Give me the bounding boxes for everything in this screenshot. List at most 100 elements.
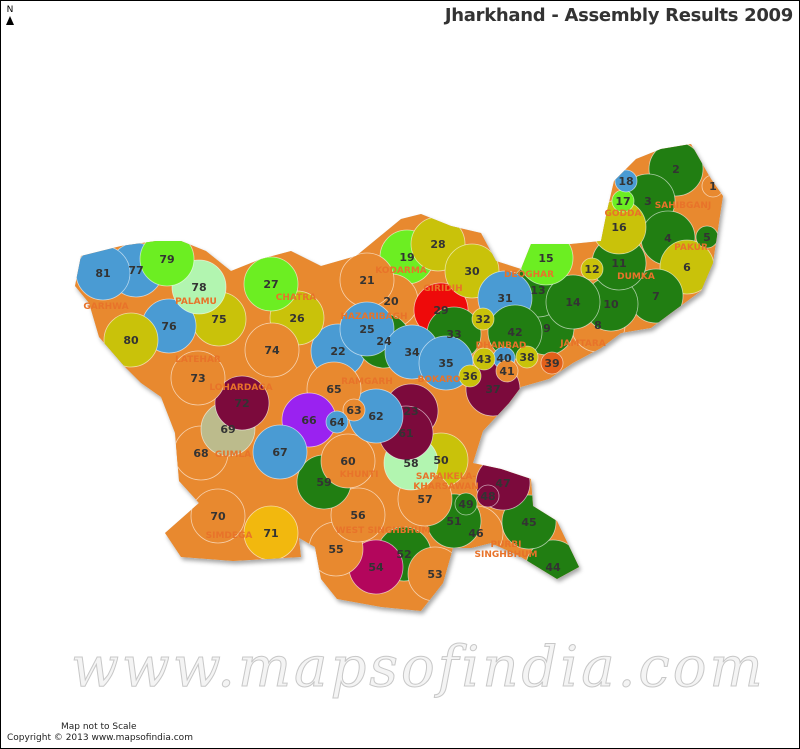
- district-label: SARAIKELA-KHARSAWAN: [413, 472, 478, 492]
- constituency-67[interactable]: [252, 424, 308, 480]
- district-label: CHATRA: [276, 293, 316, 303]
- constituency-number: 38: [519, 351, 534, 364]
- constituency-number: 59: [316, 476, 331, 489]
- constituency-number: 61: [398, 427, 413, 440]
- constituency-number: 6: [683, 261, 691, 274]
- constituency-number: 9: [543, 322, 551, 335]
- constituency-number: 23: [403, 405, 418, 418]
- constituency-74[interactable]: [244, 322, 300, 378]
- constituency-49[interactable]: [454, 492, 478, 516]
- constituency-number: 48: [480, 490, 495, 503]
- constituency-25[interactable]: [339, 301, 395, 357]
- constituency-80[interactable]: [103, 312, 159, 368]
- constituency-number: 60: [340, 455, 356, 468]
- district-label: KODARMA: [375, 266, 427, 276]
- constituency-70[interactable]: [190, 488, 246, 544]
- district-label: PURBI SINGHBHUM: [475, 540, 538, 560]
- north-indicator: N: [6, 6, 14, 25]
- district-label: LOHARDAGA: [209, 383, 272, 393]
- constituency-73[interactable]: [170, 350, 226, 406]
- district-label: DUMKA: [617, 272, 655, 282]
- constituency-number: 43: [476, 353, 491, 366]
- constituency-number: 25: [359, 323, 374, 336]
- constituency-number: 35: [438, 357, 453, 370]
- north-arrow-icon: [6, 16, 14, 25]
- constituency-number: 75: [211, 313, 226, 326]
- footer: Map not to Scale Copyright © 2013 www.ma…: [7, 722, 193, 744]
- constituency-number: 34: [404, 346, 420, 359]
- constituency-number: 72: [234, 397, 249, 410]
- constituency-number: 14: [565, 296, 581, 309]
- constituency-43[interactable]: [472, 347, 496, 371]
- district-label: HAZARIBAGH: [340, 312, 407, 322]
- district-label-line: KHARSAWAN: [413, 482, 478, 492]
- constituency-14[interactable]: [545, 274, 601, 330]
- constituency-number: 33: [446, 328, 461, 341]
- constituency-number: 37: [485, 383, 500, 396]
- district-label: SIMDEGA: [206, 531, 253, 541]
- watermark: www.mapsofindia.com: [71, 635, 766, 700]
- constituency-38[interactable]: [515, 345, 539, 369]
- constituency-63[interactable]: [342, 398, 366, 422]
- constituency-number: 74: [264, 344, 280, 357]
- district-label: BOKARO: [417, 375, 460, 385]
- constituency-number: 63: [346, 404, 361, 417]
- district-label: JAMTARA: [559, 339, 606, 349]
- district-label: SAHIBGANJ: [655, 201, 711, 211]
- constituency-64[interactable]: [325, 410, 349, 434]
- constituency-number: 7: [652, 290, 660, 303]
- constituency-number: 65: [326, 383, 341, 396]
- constituency-number: 55: [328, 543, 343, 556]
- district-label: PALAMU: [175, 297, 217, 307]
- constituency-number: 30: [464, 265, 480, 278]
- constituency-number: 5: [703, 231, 711, 244]
- constituency-number: 16: [611, 221, 627, 234]
- constituency-number: 12: [584, 263, 599, 276]
- constituency-number: 81: [95, 267, 110, 280]
- constituency-56[interactable]: [330, 487, 386, 543]
- constituency-number: 78: [191, 281, 206, 294]
- constituency-48[interactable]: [476, 484, 500, 508]
- district-label-line: SARAIKELA-: [416, 472, 477, 482]
- constituency-18[interactable]: [614, 169, 638, 193]
- constituency-36[interactable]: [458, 364, 482, 388]
- north-label: N: [6, 5, 14, 15]
- constituency-number: 54: [368, 561, 384, 574]
- constituency-12[interactable]: [580, 257, 604, 281]
- constituency-32[interactable]: [471, 307, 495, 331]
- constituency-number: 52: [396, 548, 411, 561]
- map-title: Jharkhand - Assembly Results 2009: [444, 5, 793, 26]
- constituency-number: 13: [530, 284, 545, 297]
- constituency-number: 51: [446, 515, 461, 528]
- district-label: LATEHAR: [175, 355, 221, 365]
- constituency-number: 10: [603, 298, 619, 311]
- constituency-number: 26: [289, 312, 305, 325]
- district-label: KHUNTI: [340, 470, 379, 480]
- constituency-60[interactable]: [320, 433, 376, 489]
- constituency-number: 64: [329, 416, 345, 429]
- constituency-number: 28: [430, 238, 445, 251]
- constituency-number: 8: [594, 319, 602, 332]
- constituency-number: 22: [330, 345, 345, 358]
- district-label: GARHWA: [83, 302, 128, 312]
- constituency-41[interactable]: [495, 359, 519, 383]
- constituency-27[interactable]: [243, 256, 299, 312]
- constituency-number: 18: [618, 175, 633, 188]
- constituency-number: 19: [399, 251, 414, 264]
- constituency-number: 56: [350, 509, 366, 522]
- constituency-39[interactable]: [540, 351, 564, 375]
- scale-note: Map not to Scale: [61, 722, 137, 732]
- constituency-72[interactable]: [214, 375, 270, 431]
- district-label: RAMGARH: [341, 377, 393, 387]
- constituency-number: 49: [458, 498, 473, 511]
- constituency-number: 3: [644, 195, 652, 208]
- constituency-number: 41: [499, 365, 514, 378]
- constituency-number: 50: [433, 454, 449, 467]
- constituency-number: 20: [383, 295, 399, 308]
- district-label: GODDA: [605, 209, 642, 219]
- constituency-number: 27: [263, 278, 278, 291]
- constituency-number: 57: [417, 493, 432, 506]
